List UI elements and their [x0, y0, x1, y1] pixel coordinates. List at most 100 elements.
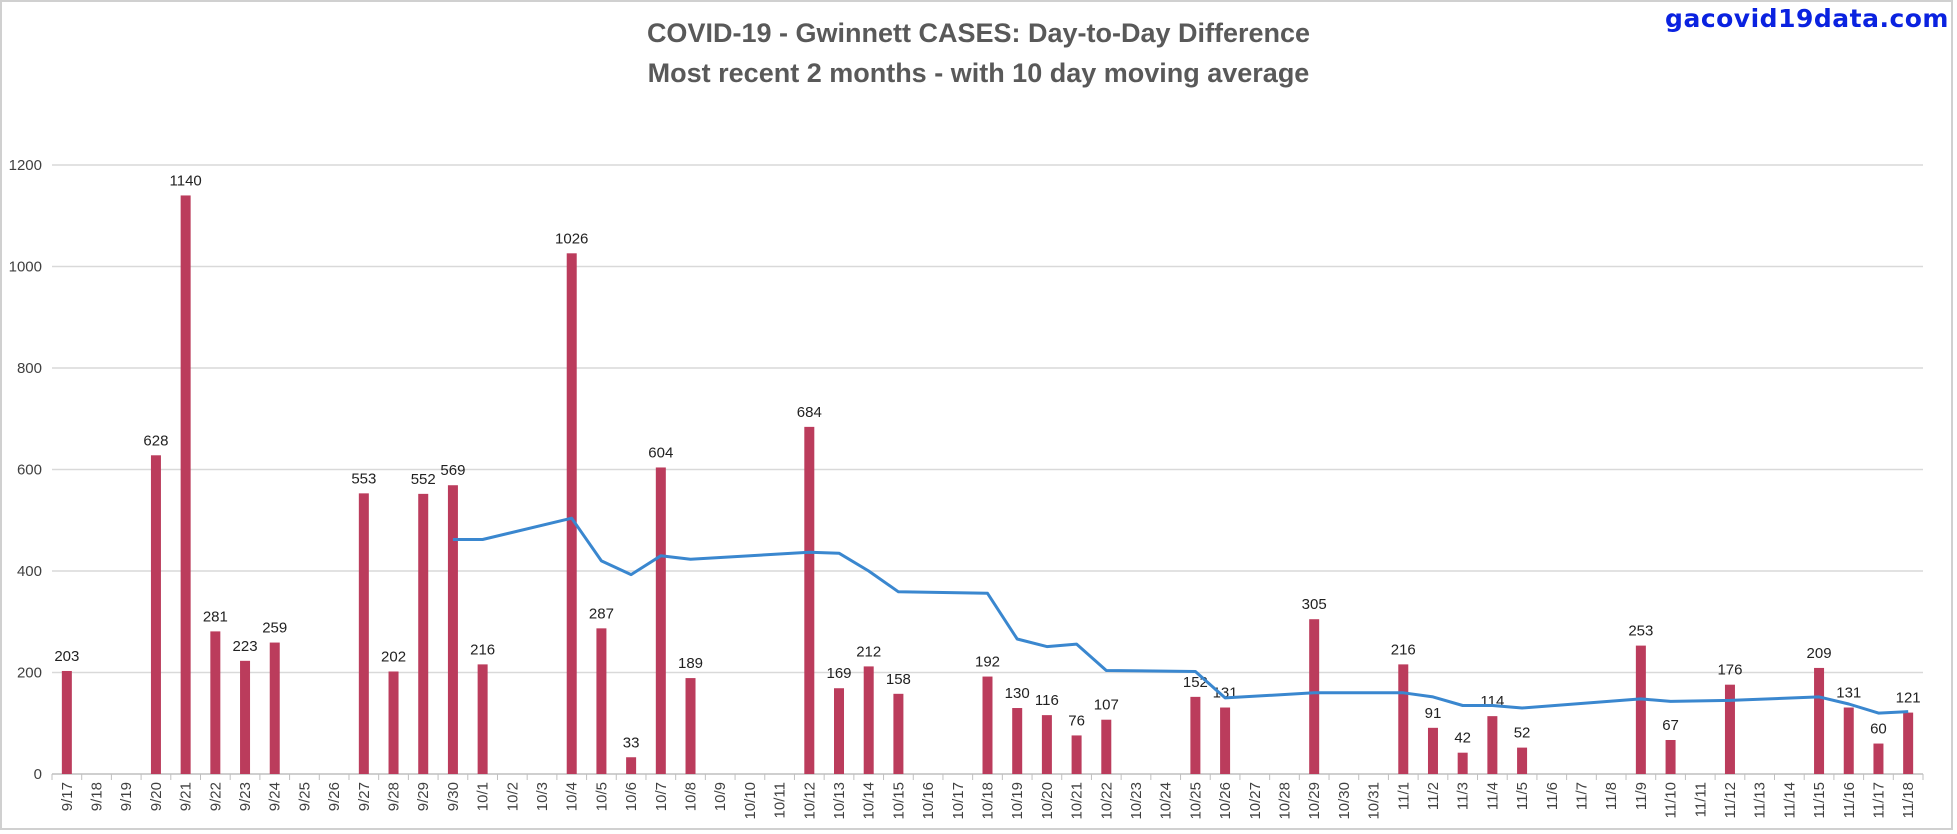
- data-label: 216: [470, 641, 495, 658]
- x-tick-label: 11/10: [1663, 782, 1680, 818]
- data-label: 169: [826, 665, 851, 682]
- bar: [1487, 716, 1498, 774]
- x-tick-label: 10/11: [772, 782, 789, 818]
- data-label: 223: [233, 638, 258, 655]
- bar: [240, 660, 251, 774]
- chart-subtitle: Most recent 2 months - with 10 day movin…: [647, 58, 1310, 88]
- bar: [210, 631, 221, 774]
- bar: [834, 688, 845, 774]
- x-tick-label: 9/30: [445, 782, 462, 811]
- x-tick-label: 11/7: [1573, 782, 1590, 810]
- data-label: 116: [1035, 692, 1059, 709]
- x-tick-label: 9/26: [326, 782, 343, 811]
- x-tick-label: 11/12: [1722, 782, 1739, 818]
- data-label: 176: [1717, 662, 1742, 679]
- data-label: 202: [381, 648, 406, 665]
- bar: [269, 642, 280, 774]
- x-tick-label: 11/4: [1484, 782, 1501, 810]
- x-tick-label: 9/24: [267, 782, 284, 811]
- bar: [1635, 645, 1646, 774]
- x-tick-label: 10/16: [920, 782, 937, 820]
- x-tick-label: 9/29: [415, 782, 432, 811]
- bar: [447, 485, 458, 774]
- data-label: 152: [1183, 674, 1208, 691]
- chart-title: COVID-19 - Gwinnett CASES: Day-to-Day Di…: [646, 18, 1311, 48]
- bar: [1665, 739, 1676, 774]
- x-tick-label: 10/9: [712, 782, 729, 811]
- data-label: 209: [1807, 645, 1832, 662]
- data-label: 130: [1005, 685, 1030, 702]
- x-tick-label: 10/26: [1217, 782, 1234, 820]
- bar: [1398, 664, 1409, 774]
- x-tick-label: 9/25: [296, 782, 313, 811]
- x-tick-label: 11/11: [1692, 782, 1709, 817]
- bar: [388, 671, 399, 774]
- bar: [418, 493, 429, 774]
- bar: [982, 676, 993, 774]
- bar: [1101, 719, 1112, 774]
- bar: [1724, 684, 1735, 774]
- x-tick-label: 9/20: [148, 782, 165, 811]
- bar: [1427, 727, 1438, 774]
- data-label: 253: [1628, 623, 1653, 640]
- x-tick-label: 10/15: [890, 782, 907, 820]
- x-tick-label: 9/19: [118, 782, 135, 811]
- data-label: 305: [1302, 596, 1327, 613]
- bar: [1517, 747, 1528, 774]
- bar: [1220, 707, 1231, 774]
- x-tick-label: 10/29: [1306, 782, 1323, 820]
- x-tick-label: 10/13: [831, 782, 848, 820]
- data-label: 216: [1391, 641, 1416, 658]
- bar: [1814, 667, 1825, 774]
- x-tick-label: 10/14: [861, 782, 878, 820]
- data-label: 91: [1425, 705, 1442, 722]
- data-label: 553: [351, 470, 376, 487]
- x-tick-label: 10/8: [683, 782, 700, 811]
- x-tick-label: 10/18: [980, 782, 997, 820]
- data-label: 189: [678, 655, 703, 672]
- x-tick-label: 11/5: [1514, 782, 1531, 810]
- bar: [685, 678, 696, 774]
- x-tick-label: 10/27: [1247, 782, 1264, 820]
- bar: [1457, 752, 1468, 774]
- data-label: 192: [975, 654, 1000, 671]
- bar: [804, 426, 815, 774]
- x-tick-label: 10/23: [1128, 782, 1145, 820]
- data-label: 684: [797, 404, 822, 421]
- x-tick-label: 11/1: [1395, 782, 1412, 810]
- data-label: 212: [856, 643, 881, 660]
- data-label: 52: [1514, 725, 1531, 742]
- bar: [1903, 712, 1914, 774]
- data-label: 1140: [170, 172, 202, 189]
- x-tick-label: 10/2: [504, 782, 521, 811]
- bar: [1190, 696, 1201, 774]
- bar: [1873, 743, 1884, 774]
- bar: [893, 693, 904, 774]
- x-tick-label: 11/15: [1811, 782, 1828, 818]
- data-label: 33: [623, 734, 640, 751]
- moving-average-line: [452, 516, 1909, 715]
- x-tick-label: 11/18: [1900, 782, 1917, 818]
- x-tick-label: 9/17: [59, 782, 76, 811]
- x-tick-label: 11/6: [1544, 782, 1561, 810]
- data-label: 569: [440, 462, 465, 479]
- bar: [626, 757, 637, 774]
- x-tick-label: 10/12: [801, 782, 818, 820]
- data-label: 281: [203, 608, 228, 625]
- x-tick-label: 10/25: [1187, 782, 1204, 820]
- x-tick-label: 10/5: [593, 782, 610, 811]
- x-tick-label: 11/16: [1841, 782, 1858, 818]
- bar: [1309, 619, 1320, 774]
- data-label: 628: [143, 432, 168, 449]
- y-tick-label: 200: [17, 665, 42, 682]
- data-label: 131: [1836, 685, 1861, 702]
- bar: [1012, 708, 1023, 774]
- x-tick-label: 10/6: [623, 782, 640, 811]
- bar: [61, 670, 72, 774]
- bar: [1843, 707, 1854, 774]
- data-label: 552: [411, 471, 436, 488]
- data-label: 203: [54, 648, 79, 665]
- bar: [1071, 735, 1082, 774]
